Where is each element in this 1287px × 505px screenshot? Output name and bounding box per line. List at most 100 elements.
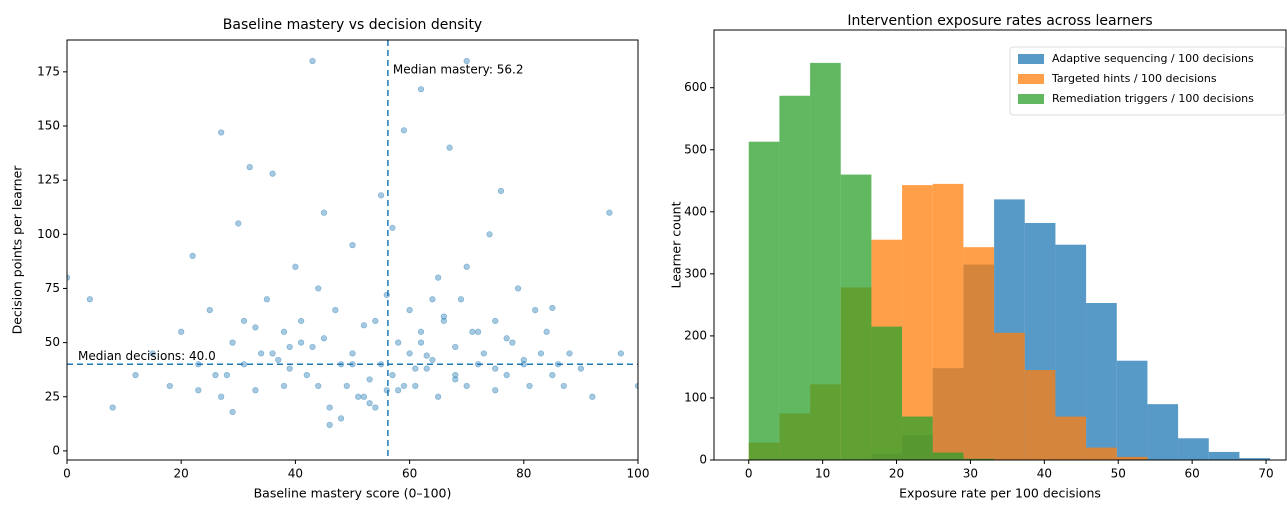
y-tick-label: 50	[45, 335, 60, 349]
axes-frame	[66, 39, 639, 461]
point	[395, 339, 402, 346]
annotation: Median mastery: 56.2	[393, 63, 524, 77]
point	[497, 187, 505, 195]
bar	[963, 458, 995, 460]
point	[229, 339, 236, 346]
point	[360, 393, 368, 400]
point	[332, 307, 339, 314]
y-tick-label: 300	[684, 266, 707, 280]
point	[492, 365, 499, 372]
point	[240, 317, 248, 325]
bar	[994, 332, 1025, 460]
point	[417, 86, 425, 93]
point	[400, 382, 407, 390]
point	[315, 382, 322, 390]
point	[355, 393, 362, 400]
point	[377, 192, 385, 199]
point	[543, 328, 550, 335]
y-tick-label: 75	[45, 281, 60, 295]
point	[577, 365, 585, 372]
point	[440, 313, 447, 320]
point	[212, 371, 219, 379]
axes-frame	[713, 29, 1287, 461]
point	[360, 322, 368, 329]
point	[286, 343, 293, 351]
point	[412, 382, 419, 390]
point	[309, 343, 316, 351]
point	[480, 350, 487, 357]
x-tick-label: 80	[516, 467, 531, 481]
point	[252, 387, 259, 394]
bar	[902, 416, 933, 460]
point	[275, 356, 282, 364]
y-tick-label: 25	[45, 389, 60, 403]
y-tick-label: 100	[684, 390, 707, 404]
y-axis-label: Learner count	[669, 201, 684, 288]
point	[389, 224, 396, 231]
y-tick-label: 125	[37, 173, 60, 187]
point	[132, 371, 139, 379]
point	[366, 400, 373, 407]
plot-area	[67, 40, 638, 460]
point	[218, 393, 225, 400]
point	[532, 307, 539, 314]
bar	[1086, 303, 1117, 460]
point	[326, 421, 333, 429]
bar	[810, 62, 841, 460]
plot-area	[748, 62, 1271, 460]
point	[109, 404, 116, 411]
x-axis-label: Baseline mastery score (0–100)	[254, 486, 452, 501]
point	[298, 339, 305, 346]
point	[566, 350, 573, 357]
y-tick-label: 0	[52, 443, 60, 457]
point	[223, 371, 230, 379]
point	[417, 339, 425, 346]
point	[406, 307, 413, 314]
point	[337, 415, 345, 422]
bar	[1024, 370, 1056, 460]
point	[429, 296, 436, 303]
bar	[1086, 447, 1117, 460]
point	[440, 317, 447, 325]
annotation: Median decisions: 40.0	[78, 349, 216, 363]
y-axis-label: Decision points per learner	[10, 165, 25, 335]
y-tick-label: 150	[37, 118, 60, 132]
point	[229, 408, 236, 416]
point	[252, 324, 259, 331]
y-tick-label: 400	[684, 204, 707, 218]
point	[435, 274, 442, 281]
point	[320, 209, 328, 216]
point	[634, 382, 638, 390]
point	[406, 350, 413, 357]
legend-swatch	[1018, 94, 1044, 104]
subplot: Median mastery: 56.2 Median decisions: 40…	[10, 17, 650, 501]
point	[429, 356, 436, 364]
point	[383, 291, 390, 299]
point	[235, 220, 242, 227]
point	[315, 285, 322, 292]
point	[423, 365, 430, 372]
x-tick-label: 40	[288, 467, 303, 481]
legend-label: Remediation triggers / 100 decisions	[1052, 92, 1254, 105]
point	[372, 404, 379, 411]
y-tick-label: 175	[37, 64, 60, 78]
point	[258, 350, 265, 357]
legend-swatch	[1018, 54, 1044, 64]
point	[389, 371, 396, 379]
x-axis-label: Exposure rate per 100 decisions	[899, 486, 1101, 501]
point	[372, 317, 379, 325]
point	[463, 263, 470, 270]
bar	[871, 326, 903, 460]
point	[452, 376, 459, 383]
point	[452, 371, 459, 379]
point	[149, 350, 156, 357]
point	[549, 304, 556, 312]
point	[503, 335, 510, 342]
legend-label: Adaptive sequencing / 100 decisions	[1052, 52, 1254, 65]
point	[537, 350, 545, 357]
x-tick-label: 30	[963, 467, 978, 481]
point	[269, 170, 276, 177]
point	[560, 382, 567, 390]
point	[463, 57, 470, 65]
point	[606, 209, 613, 216]
